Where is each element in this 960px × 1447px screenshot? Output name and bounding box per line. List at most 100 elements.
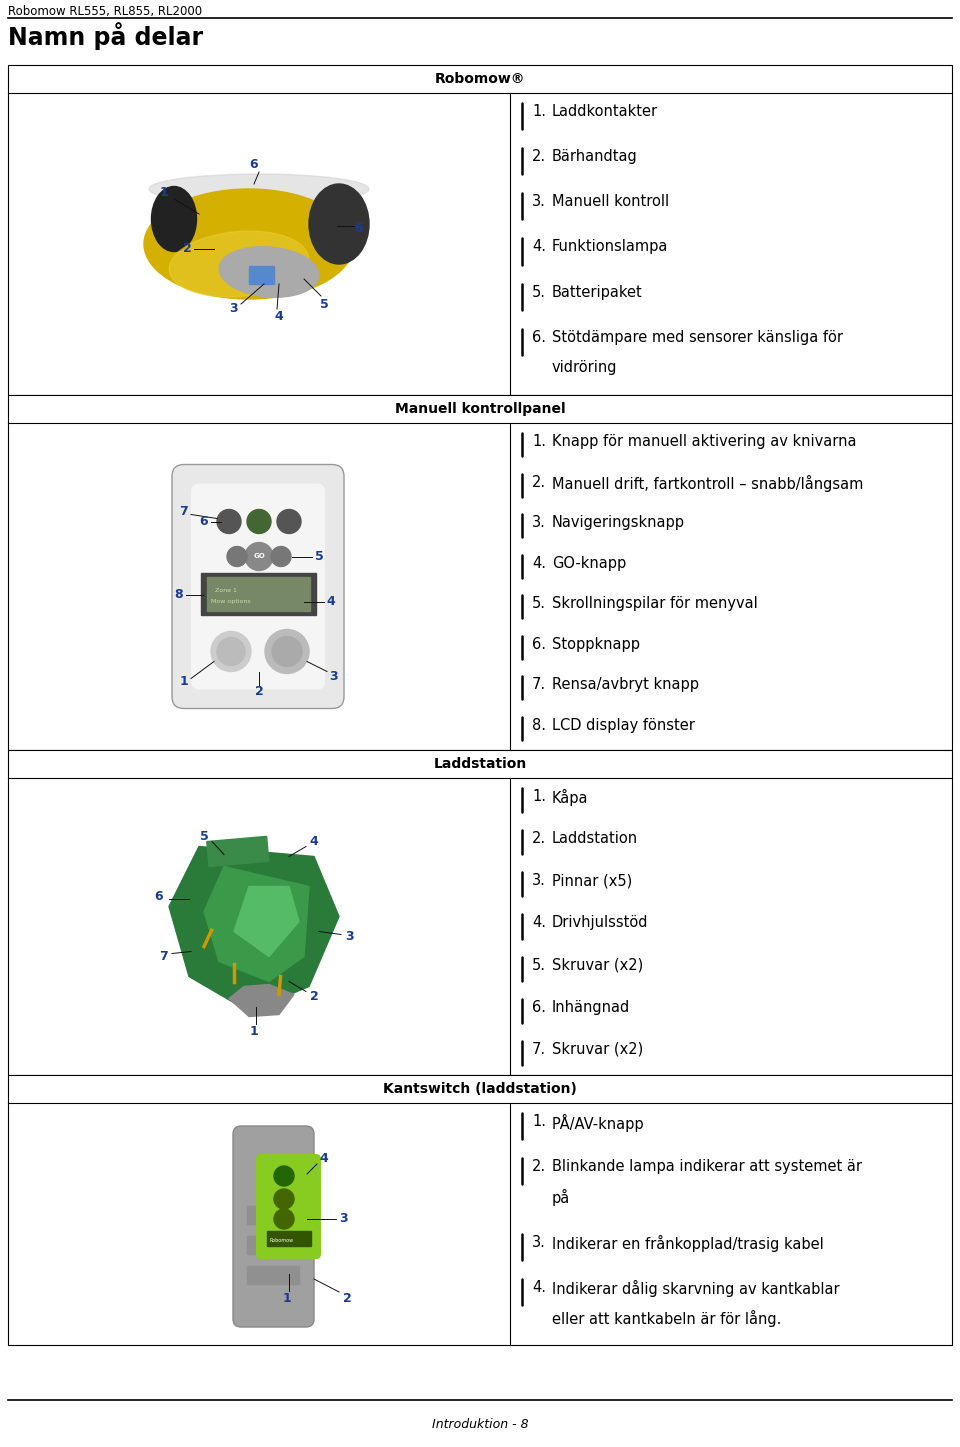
Text: 3: 3 [340, 1213, 348, 1226]
Text: Kantswitch (laddstation): Kantswitch (laddstation) [383, 1082, 577, 1095]
Bar [267, 1231, 311, 1246]
Text: 1.: 1. [532, 104, 546, 119]
Bar [8, 1075, 952, 1346]
Text: 4.: 4. [532, 239, 546, 255]
Text: Manuell drift, fartkontroll – snabb/långsam: Manuell drift, fartkontroll – snabb/lång… [552, 475, 863, 492]
Bar [8, 750, 952, 1075]
Text: 4: 4 [275, 310, 283, 323]
Text: Manuell kontrollpanel: Manuell kontrollpanel [395, 402, 565, 415]
Text: GO-knapp: GO-knapp [552, 556, 626, 570]
Text: Robomow RL555, RL855, RL2000: Robomow RL555, RL855, RL2000 [8, 4, 203, 17]
Ellipse shape [152, 187, 197, 252]
Text: 4: 4 [310, 835, 319, 848]
Text: 8: 8 [175, 587, 183, 601]
Text: 6: 6 [354, 223, 363, 236]
Text: 2.: 2. [532, 475, 546, 489]
Text: 3: 3 [345, 930, 353, 943]
Text: Skruvar (x2): Skruvar (x2) [552, 1042, 643, 1056]
Text: 6.: 6. [532, 637, 546, 651]
Circle shape [272, 637, 302, 667]
Polygon shape [204, 867, 309, 981]
Text: 5: 5 [320, 298, 328, 311]
Text: 4.: 4. [532, 916, 546, 930]
FancyBboxPatch shape [256, 1155, 321, 1259]
Text: PÅ/AV-knapp: PÅ/AV-knapp [552, 1114, 644, 1132]
Text: 1.: 1. [532, 1114, 546, 1129]
Text: 7.: 7. [532, 677, 546, 693]
Text: Laddstation: Laddstation [552, 831, 638, 846]
Text: 2: 2 [254, 684, 263, 697]
Circle shape [245, 543, 273, 570]
Text: GO: GO [253, 554, 265, 560]
Text: 6: 6 [250, 158, 258, 171]
Text: 5.: 5. [532, 958, 546, 972]
Text: 4.: 4. [532, 1279, 546, 1295]
Text: på: på [552, 1189, 570, 1207]
Text: Skruvar (x2): Skruvar (x2) [552, 958, 643, 972]
Text: 1.: 1. [532, 434, 546, 449]
Text: 2.: 2. [532, 149, 546, 164]
Bar [8, 395, 952, 750]
Text: eller att kantkabeln är för lång.: eller att kantkabeln är för lång. [552, 1310, 781, 1327]
Text: Robomow®: Robomow® [435, 72, 525, 85]
Text: Indikerar en frånkopplad/trasig kabel: Indikerar en frånkopplad/trasig kabel [552, 1234, 824, 1252]
Polygon shape [229, 984, 294, 1016]
Text: Kåpa: Kåpa [552, 789, 588, 806]
Polygon shape [234, 887, 299, 956]
Text: 1: 1 [282, 1292, 292, 1305]
Text: LCD display fönster: LCD display fönster [552, 718, 695, 734]
Circle shape [247, 509, 271, 534]
FancyBboxPatch shape [191, 483, 325, 690]
Ellipse shape [169, 232, 309, 297]
Text: Drivhjulsstöd: Drivhjulsstöd [552, 916, 649, 930]
FancyBboxPatch shape [233, 1126, 314, 1327]
Text: 2: 2 [310, 990, 319, 1003]
Text: 3.: 3. [532, 515, 546, 530]
Text: 1: 1 [159, 185, 168, 198]
Text: Inhängnad: Inhängnad [552, 1000, 631, 1014]
Bar [8, 65, 952, 395]
Text: 7: 7 [180, 505, 188, 518]
Ellipse shape [309, 184, 369, 263]
Text: Rensa/avbryt knapp: Rensa/avbryt knapp [552, 677, 699, 693]
Ellipse shape [219, 247, 319, 297]
Text: Zone 1: Zone 1 [211, 589, 241, 593]
Text: 4: 4 [326, 595, 335, 608]
Bar [247, 1266, 299, 1283]
Text: 1.: 1. [532, 789, 546, 805]
Polygon shape [169, 846, 339, 1011]
Text: 6: 6 [200, 515, 208, 528]
Circle shape [265, 629, 309, 673]
Text: 2.: 2. [532, 1159, 546, 1174]
Text: 4.: 4. [532, 556, 546, 570]
Text: Stoppknapp: Stoppknapp [552, 637, 640, 651]
Text: 3: 3 [329, 670, 338, 683]
Text: 5: 5 [315, 550, 324, 563]
Text: 2: 2 [182, 243, 191, 256]
Text: Manuell kontroll: Manuell kontroll [552, 194, 669, 210]
Text: 3.: 3. [532, 1234, 546, 1250]
Text: 7.: 7. [532, 1042, 546, 1056]
Text: 5.: 5. [532, 596, 546, 611]
Text: 1: 1 [250, 1024, 258, 1037]
Text: Knapp för manuell aktivering av knivarna: Knapp för manuell aktivering av knivarna [552, 434, 856, 449]
Text: 3: 3 [229, 302, 238, 315]
Circle shape [227, 547, 247, 566]
Text: Blinkande lampa indikerar att systemet är: Blinkande lampa indikerar att systemet ä… [552, 1159, 862, 1174]
Text: Indikerar dålig skarvning av kantkablar: Indikerar dålig skarvning av kantkablar [552, 1279, 840, 1297]
Text: 4: 4 [320, 1152, 328, 1165]
Text: Funktionslampa: Funktionslampa [552, 239, 668, 255]
Ellipse shape [144, 190, 354, 300]
Circle shape [274, 1166, 294, 1187]
Bar [249, 266, 274, 284]
Circle shape [274, 1210, 294, 1229]
Circle shape [217, 509, 241, 534]
Circle shape [217, 638, 245, 666]
Text: 5.: 5. [532, 285, 546, 300]
Text: vidröring: vidröring [552, 360, 617, 375]
Bar [206, 836, 269, 867]
Text: Mow options: Mow options [211, 599, 251, 603]
Text: Pinnar (x5): Pinnar (x5) [552, 874, 633, 888]
Text: 8.: 8. [532, 718, 546, 734]
Text: Batteripaket: Batteripaket [552, 285, 643, 300]
